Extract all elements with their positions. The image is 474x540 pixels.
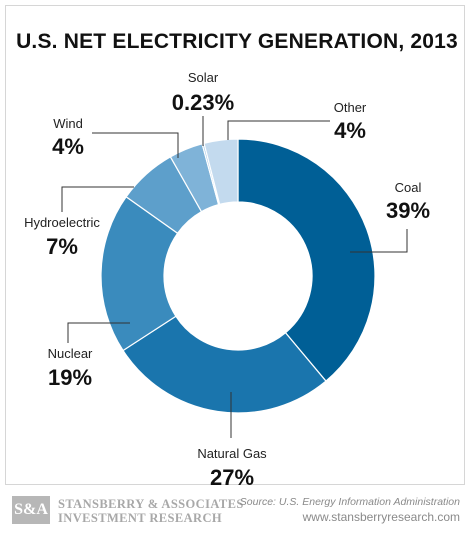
value-hydroelectric: 7% bbox=[46, 234, 78, 259]
donut-chart: Coal 39% Natural Gas 27% Nuclear 19% Hydroelec… bbox=[24, 70, 430, 490]
slice-other bbox=[203, 138, 239, 206]
footer: S&A STANSBERRY & ASSOCIATES INVESTMENT R… bbox=[8, 494, 466, 528]
label-natural-gas: Natural Gas bbox=[197, 446, 267, 461]
chart-frame bbox=[5, 5, 465, 485]
leader-line-other bbox=[227, 120, 330, 140]
leader-line-hydroelectric bbox=[61, 186, 134, 212]
leader-line-nuclear bbox=[67, 322, 130, 343]
value-natural-gas: 27% bbox=[210, 465, 254, 490]
value-nuclear: 19% bbox=[48, 365, 92, 390]
label-hydroelectric: Hydroelectric bbox=[24, 215, 100, 230]
value-coal: 39% bbox=[386, 198, 430, 223]
leader-line-coal bbox=[350, 229, 408, 253]
chart-title: U.S. NET ELECTRICITY GENERATION, 2013 bbox=[16, 30, 458, 53]
label-coal: Coal bbox=[395, 180, 422, 195]
value-other: 4% bbox=[334, 118, 366, 143]
value-solar: 0.23% bbox=[172, 90, 234, 115]
website-link[interactable]: www.stansberryresearch.com bbox=[302, 510, 460, 524]
leader-line-wind bbox=[92, 132, 179, 158]
label-wind: Wind bbox=[53, 116, 83, 131]
source-note: Source: U.S. Energy Information Administ… bbox=[239, 496, 460, 508]
company-logo: S&A bbox=[12, 496, 50, 524]
value-wind: 4% bbox=[52, 134, 84, 159]
slice-coal bbox=[237, 138, 376, 382]
brand-tagline: INVESTMENT RESEARCH bbox=[58, 511, 223, 525]
label-nuclear: Nuclear bbox=[48, 346, 93, 361]
slice-natural-gas bbox=[122, 315, 327, 414]
brand-name: STANSBERRY & ASSOCIATES bbox=[58, 497, 244, 511]
label-other: Other bbox=[334, 100, 367, 115]
label-solar: Solar bbox=[188, 70, 219, 85]
